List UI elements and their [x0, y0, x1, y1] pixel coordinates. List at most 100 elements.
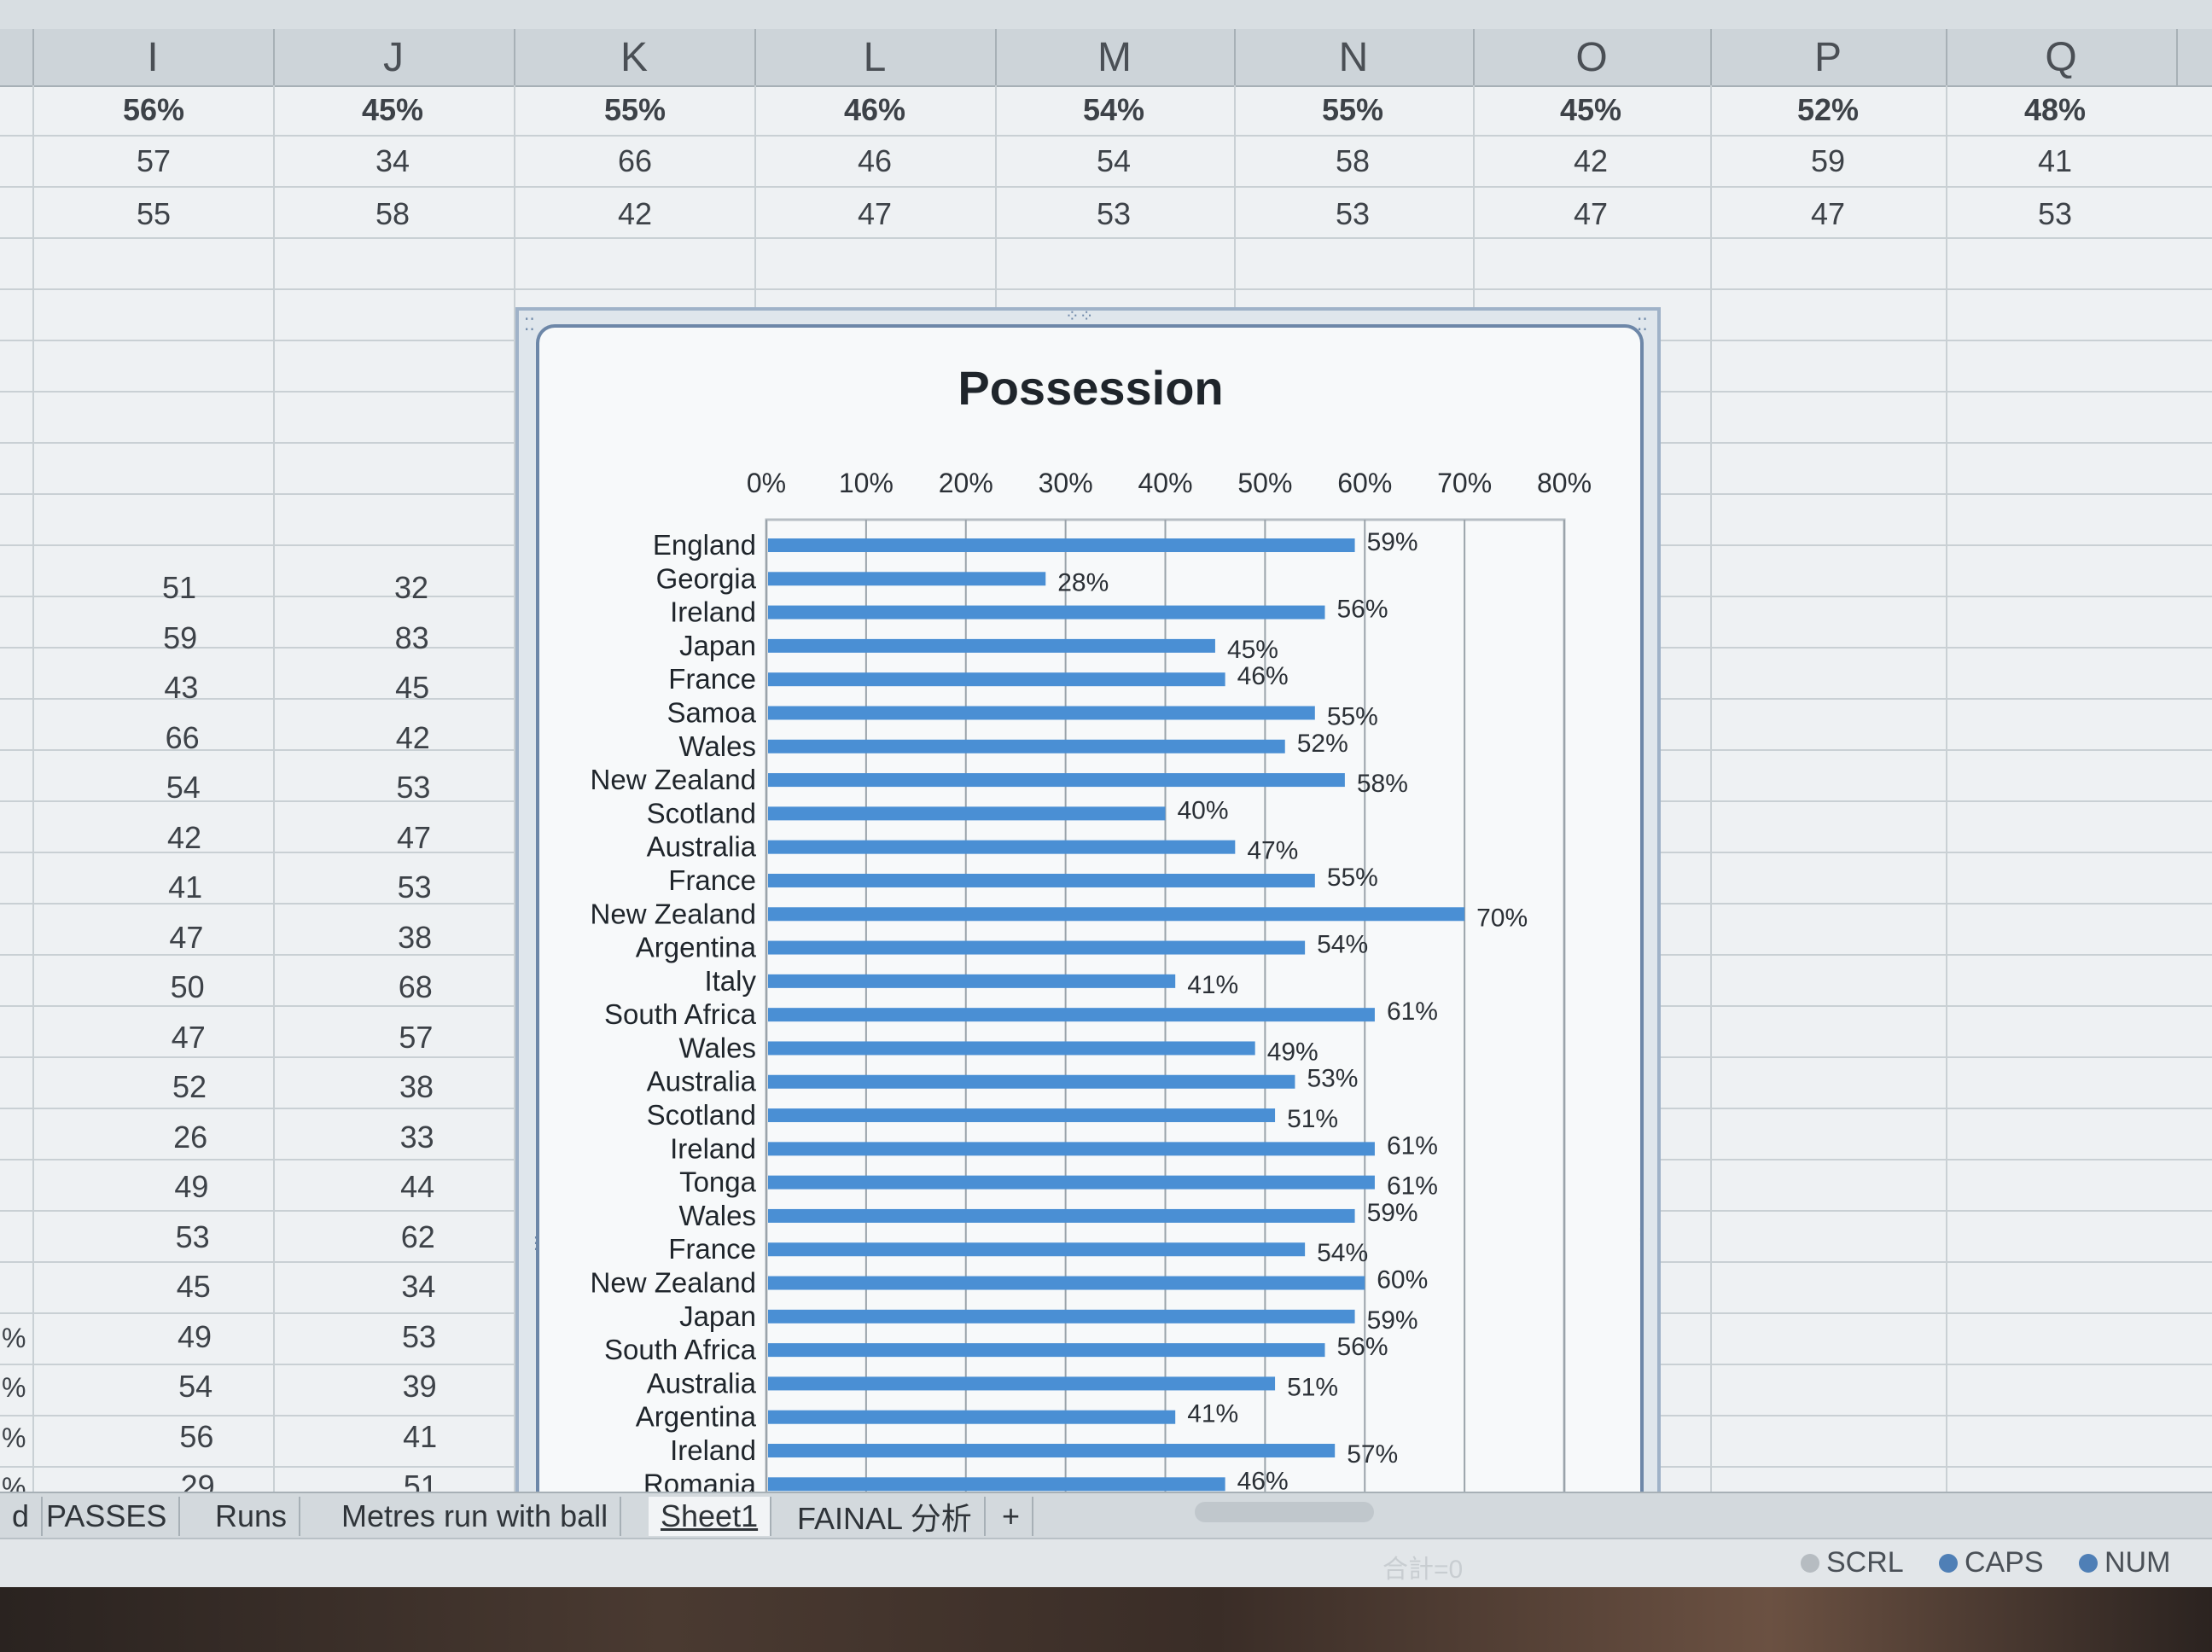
- cell[interactable]: 46%: [843, 92, 906, 127]
- bar: [768, 1008, 1375, 1022]
- tab-sheet1[interactable]: Sheet1: [649, 1497, 772, 1536]
- cell[interactable]: 68: [398, 969, 433, 1004]
- cell[interactable]: 53: [1335, 196, 1371, 231]
- cell[interactable]: 42: [617, 196, 653, 231]
- cell[interactable]: 66: [165, 719, 200, 755]
- data-label: 53%: [1307, 1065, 1358, 1093]
- cell[interactable]: 54: [1096, 143, 1132, 178]
- data-label: 54%: [1317, 931, 1368, 959]
- horizontal-scrollbar[interactable]: [1195, 1502, 1374, 1522]
- resize-handle-right[interactable]: ⋮: [1633, 1225, 1650, 1244]
- column-header-l[interactable]: L: [754, 29, 997, 85]
- cell[interactable]: 33: [399, 1119, 434, 1155]
- cell[interactable]: 47: [171, 1019, 206, 1055]
- cell[interactable]: 42: [1573, 143, 1609, 178]
- cell[interactable]: 53: [396, 770, 431, 805]
- resize-handle-top-left[interactable]: ⁚⁚: [524, 316, 535, 334]
- cell[interactable]: 45%: [361, 92, 424, 127]
- tab-runs[interactable]: Runs: [203, 1497, 301, 1536]
- cell[interactable]: 53: [397, 870, 432, 905]
- cell[interactable]: 32: [393, 570, 429, 605]
- cell[interactable]: 41: [403, 1418, 438, 1454]
- tab-fainal[interactable]: FAINAL 分析: [785, 1497, 986, 1536]
- cell[interactable]: 49: [177, 1318, 212, 1354]
- cell[interactable]: 47: [1573, 196, 1609, 231]
- cell[interactable]: 56: [179, 1418, 214, 1454]
- cell[interactable]: 41: [168, 870, 203, 905]
- cell[interactable]: 59: [1810, 143, 1846, 178]
- cell[interactable]: 46: [857, 143, 893, 178]
- cell[interactable]: 52%: [1796, 92, 1860, 127]
- cell[interactable]: 49: [174, 1169, 209, 1204]
- cell[interactable]: 26: [173, 1119, 208, 1155]
- cell[interactable]: 57: [399, 1019, 434, 1055]
- cell[interactable]: 58: [1335, 143, 1371, 178]
- cell-edge[interactable]: %: [2, 1372, 26, 1403]
- cell[interactable]: 54: [178, 1369, 213, 1404]
- tab-metres-run[interactable]: Metres run with ball: [329, 1497, 622, 1536]
- cell[interactable]: 54: [166, 770, 201, 805]
- cell[interactable]: 42: [166, 819, 202, 855]
- cell[interactable]: 34: [375, 143, 410, 178]
- possession-chart[interactable]: ⁚⁚ ⁘⁘ ⁚⁚ ⋮ ⋮ Possession 0% 10% 20% 30% 40% 50%…: [515, 307, 1661, 1514]
- scroll-lock-light-icon: [1801, 1553, 1819, 1573]
- cell[interactable]: 66: [617, 143, 653, 178]
- cell[interactable]: 34: [401, 1269, 436, 1304]
- data-label: 55%: [1327, 702, 1378, 730]
- tab-passes[interactable]: PASSES: [34, 1497, 181, 1536]
- desk-background: [0, 1587, 2212, 1652]
- cell[interactable]: 56%: [122, 92, 185, 127]
- cell[interactable]: 45: [395, 670, 430, 705]
- caps-lock-label: CAPS: [1965, 1546, 2044, 1579]
- cell[interactable]: 47: [169, 919, 204, 955]
- cell-edge[interactable]: %: [2, 1422, 26, 1453]
- cell[interactable]: 62: [400, 1219, 435, 1254]
- cell[interactable]: 39: [402, 1369, 437, 1404]
- cell[interactable]: 47: [1810, 196, 1846, 231]
- cell[interactable]: 47: [396, 819, 432, 855]
- column-header-k[interactable]: K: [514, 29, 756, 85]
- column-header-q[interactable]: Q: [1946, 29, 2178, 85]
- cell[interactable]: 55: [136, 196, 172, 231]
- column-header-j[interactable]: J: [273, 29, 515, 85]
- cell[interactable]: 45: [176, 1269, 211, 1304]
- cell[interactable]: 41: [2037, 143, 2073, 178]
- column-header-m[interactable]: M: [995, 29, 1236, 85]
- cell[interactable]: 53: [401, 1318, 437, 1354]
- add-sheet-button[interactable]: +: [990, 1497, 1034, 1536]
- cell[interactable]: 51: [161, 570, 197, 605]
- cell[interactable]: 59: [163, 620, 198, 655]
- resize-handle-left[interactable]: ⋮: [527, 1234, 544, 1253]
- cell[interactable]: 54%: [1082, 92, 1145, 127]
- bar: [768, 840, 1236, 854]
- cell[interactable]: 57: [136, 143, 172, 178]
- column-header-i[interactable]: I: [32, 29, 275, 85]
- column-header-p[interactable]: P: [1710, 29, 1947, 85]
- cell[interactable]: 38: [399, 1069, 434, 1104]
- caps-lock-indicator: CAPS: [1939, 1546, 2044, 1579]
- cell[interactable]: 83: [394, 620, 429, 655]
- cell[interactable]: 55%: [1321, 92, 1384, 127]
- cell[interactable]: 52: [172, 1069, 207, 1104]
- cell[interactable]: 44: [400, 1169, 435, 1204]
- tab-partial[interactable]: d: [0, 1497, 44, 1536]
- cell-edge[interactable]: %: [2, 1322, 26, 1353]
- cell[interactable]: 58: [375, 196, 410, 231]
- cell[interactable]: 53: [2037, 196, 2073, 231]
- column-header-o[interactable]: O: [1473, 29, 1712, 85]
- cell[interactable]: 43: [164, 670, 199, 705]
- cell[interactable]: 50: [170, 969, 205, 1004]
- resize-handle-top-right[interactable]: ⁚⁚: [1637, 316, 1648, 334]
- data-label: 49%: [1267, 1038, 1318, 1066]
- cell[interactable]: 48%: [2023, 92, 2087, 127]
- cell[interactable]: 55%: [603, 92, 667, 127]
- cell[interactable]: 38: [398, 919, 433, 955]
- cell[interactable]: 47: [857, 196, 893, 231]
- cell[interactable]: 53: [175, 1219, 210, 1254]
- cell[interactable]: 53: [1096, 196, 1132, 231]
- cell[interactable]: 45%: [1559, 92, 1622, 127]
- bar: [768, 538, 1355, 552]
- column-header-n[interactable]: N: [1234, 29, 1475, 85]
- cell[interactable]: 42: [395, 719, 430, 755]
- resize-handle-top[interactable]: ⁘⁘: [1065, 307, 1094, 326]
